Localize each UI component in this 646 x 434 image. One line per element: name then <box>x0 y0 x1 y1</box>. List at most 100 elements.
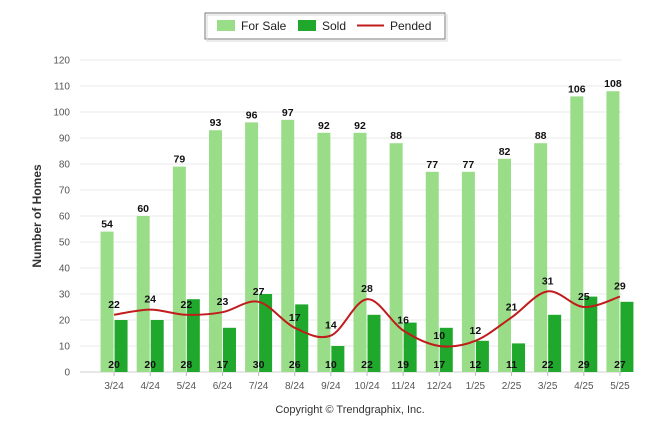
label-for-sale-7: 92 <box>354 120 366 132</box>
copyright-footer: Copyright © Trendgraphix, Inc. <box>275 404 424 416</box>
label-for-sale-6: 92 <box>318 120 330 132</box>
label-pended-8: 16 <box>397 314 409 326</box>
bar-sold-11 <box>512 343 526 372</box>
label-for-sale-14: 108 <box>604 78 622 90</box>
label-pended-13: 25 <box>578 291 590 303</box>
bar-for-sale-10 <box>461 171 475 372</box>
label-pended-11: 21 <box>506 301 518 313</box>
label-pended-4: 27 <box>253 286 265 298</box>
y-tick-label-60: 60 <box>59 212 71 223</box>
y-tick-label-120: 120 <box>53 56 70 67</box>
bars <box>100 91 634 373</box>
y-tick-label-70: 70 <box>59 186 71 197</box>
legend-shadow <box>206 14 448 42</box>
label-for-sale-4: 96 <box>246 109 258 121</box>
legend-label-sold: Sold <box>322 19 346 33</box>
label-sold-13: 29 <box>578 359 590 371</box>
bar-for-sale-5 <box>281 119 295 372</box>
label-pended-3: 23 <box>217 296 229 308</box>
y-tick-label-0: 0 <box>64 368 70 379</box>
label-sold-7: 22 <box>361 359 373 371</box>
y-tick-label-80: 80 <box>59 160 71 171</box>
x-tick-label-10: 1/25 <box>466 381 486 392</box>
bar-for-sale-6 <box>317 132 331 372</box>
label-for-sale-2: 79 <box>173 154 185 166</box>
legend-swatch-sold <box>298 20 316 31</box>
x-tick-label-12: 3/25 <box>538 381 558 392</box>
y-axis-title: Number of Homes <box>30 164 44 268</box>
label-sold-14: 27 <box>614 359 626 371</box>
bar-for-sale-1 <box>136 216 150 372</box>
label-pended-10: 12 <box>470 325 482 337</box>
bar-sold-10 <box>475 340 489 372</box>
bar-for-sale-7 <box>353 132 367 372</box>
label-pended-5: 17 <box>289 312 301 324</box>
label-for-sale-11: 82 <box>499 146 511 158</box>
bar-for-sale-11 <box>498 158 512 372</box>
label-for-sale-8: 88 <box>390 130 402 142</box>
x-tick-label-13: 4/25 <box>574 381 594 392</box>
bar-sold-8 <box>403 322 417 372</box>
label-sold-9: 17 <box>433 359 445 371</box>
label-for-sale-12: 88 <box>535 130 547 142</box>
label-sold-11: 11 <box>506 359 517 371</box>
x-tick-label-2: 5/24 <box>177 381 197 392</box>
y-tick-label-50: 50 <box>59 238 71 249</box>
x-tick-label-8: 11/24 <box>391 381 416 392</box>
label-for-sale-10: 77 <box>463 159 475 171</box>
legend-box <box>204 12 446 40</box>
x-tick-label-11: 2/25 <box>502 381 522 392</box>
label-for-sale-9: 77 <box>426 159 438 171</box>
bar-for-sale-2 <box>172 166 186 372</box>
bar-sold-4 <box>259 294 273 372</box>
label-sold-1: 20 <box>144 359 156 371</box>
pended-line-group <box>113 290 621 348</box>
label-for-sale-3: 93 <box>210 117 222 129</box>
bar-sold-1 <box>150 320 164 372</box>
legend-label-pended: Pended <box>390 19 431 33</box>
y-tick-label-20: 20 <box>59 316 71 327</box>
label-sold-0: 20 <box>108 359 120 371</box>
y-tick-label-100: 100 <box>53 108 70 119</box>
label-pended-1: 24 <box>144 294 156 306</box>
label-sold-3: 17 <box>217 359 229 371</box>
legend: For Sale Sold Pended <box>204 12 448 42</box>
legend-swatch-for-sale <box>217 20 235 31</box>
bar-for-sale-0 <box>100 231 114 372</box>
y-tick-label-90: 90 <box>59 134 71 145</box>
label-pended-7: 28 <box>361 283 373 295</box>
y-tick-label-10: 10 <box>59 342 71 353</box>
y-tick-label-30: 30 <box>59 290 71 301</box>
bar-sold-6 <box>331 346 345 372</box>
bar-for-sale-12 <box>534 143 548 372</box>
label-pended-0: 22 <box>108 299 120 311</box>
pended-line <box>113 290 621 348</box>
x-tick-label-4: 7/24 <box>249 381 269 392</box>
bar-sold-0 <box>114 320 128 372</box>
label-for-sale-0: 54 <box>101 219 113 231</box>
label-sold-2: 28 <box>180 359 192 371</box>
x-tick-label-3: 6/24 <box>213 381 233 392</box>
bar-sold-5 <box>295 304 309 372</box>
label-pended-14: 29 <box>614 281 626 293</box>
bar-sold-7 <box>367 314 381 372</box>
label-sold-12: 22 <box>542 359 554 371</box>
label-pended-6: 14 <box>325 320 337 332</box>
label-for-sale-13: 106 <box>568 83 586 95</box>
bar-sold-12 <box>548 314 562 372</box>
bar-sold-2 <box>186 299 200 372</box>
bar-for-sale-14 <box>606 91 620 372</box>
bar-sold-14 <box>620 301 634 372</box>
bar-for-sale-8 <box>389 143 403 372</box>
x-axis: 3/24 4/24 5/24 6/24 7/24 8/24 9/24 10/24 11/24 12… <box>104 372 630 392</box>
label-pended-12: 31 <box>542 275 554 287</box>
x-tick-label-1: 4/24 <box>140 381 160 392</box>
label-pended-9: 10 <box>433 330 445 342</box>
x-tick-label-6: 9/24 <box>321 381 341 392</box>
bar-for-sale-13 <box>570 96 584 373</box>
bar-sold-13 <box>584 296 598 372</box>
label-for-sale-5: 97 <box>282 107 294 119</box>
y-tick-label-40: 40 <box>59 264 71 275</box>
bar-for-sale-4 <box>245 122 259 373</box>
